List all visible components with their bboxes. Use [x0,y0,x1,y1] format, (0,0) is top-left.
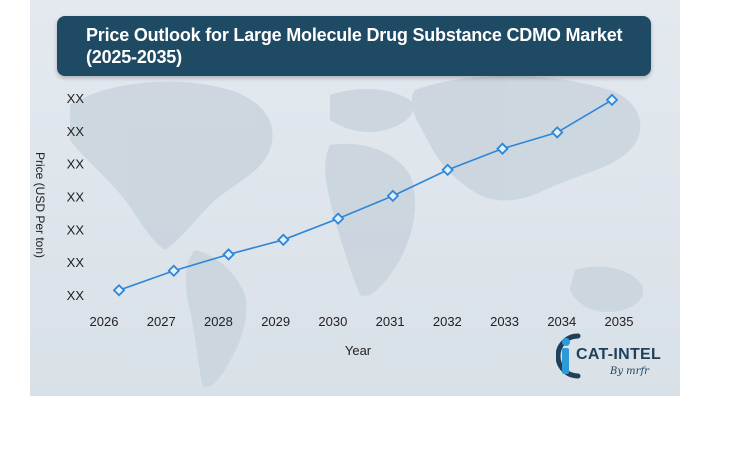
x-tick-label: 2030 [318,314,347,329]
x-axis-label: Year [344,343,372,358]
x-tick-label: 2032 [433,314,462,329]
x-tick-label: 2033 [490,314,519,329]
y-tick-label: XX [67,124,85,139]
series-line [118,99,613,291]
title-banner [57,16,651,76]
x-tick-label: 2035 [605,314,634,329]
data-point [496,142,509,155]
data-point [386,189,400,203]
chart-title: Price Outlook for Large Molecule Drug Su… [86,25,623,67]
data-point [167,264,181,277]
x-tick-label: 2031 [376,314,405,329]
data-point [441,163,454,177]
brand-name: CAT-INTEL [576,346,662,363]
y-tick-label: XX [67,222,85,237]
y-tick-label: XX [67,190,85,205]
x-tick-label: 2026 [90,314,119,329]
y-axis-label: Price (USD Per ton) [33,151,47,259]
y-tick-label: XX [67,157,85,172]
x-tick-label: 2029 [261,314,290,329]
data-point [331,212,345,225]
x-tick-label: 2028 [204,314,233,329]
brand-subtitle: By mrfr [610,366,649,377]
y-axis-ticks: XX XX XX XX XX XX XX [67,91,85,303]
x-tick-label: 2034 [547,314,576,329]
y-tick-label: XX [67,255,85,270]
data-point [605,93,619,107]
data-point [112,283,126,297]
cat-intel-logo [556,333,581,379]
series-group [112,93,619,297]
data-point [222,248,235,261]
y-tick-label: XX [67,288,85,303]
world-map-background [70,75,644,387]
data-point [277,233,290,247]
x-axis-ticks: 2026 2027 2028 2029 2030 2031 2032 2033 2034 2035 [90,314,634,329]
y-tick-label: XX [67,91,85,106]
data-point [550,126,564,139]
x-tick-label: 2027 [147,314,176,329]
